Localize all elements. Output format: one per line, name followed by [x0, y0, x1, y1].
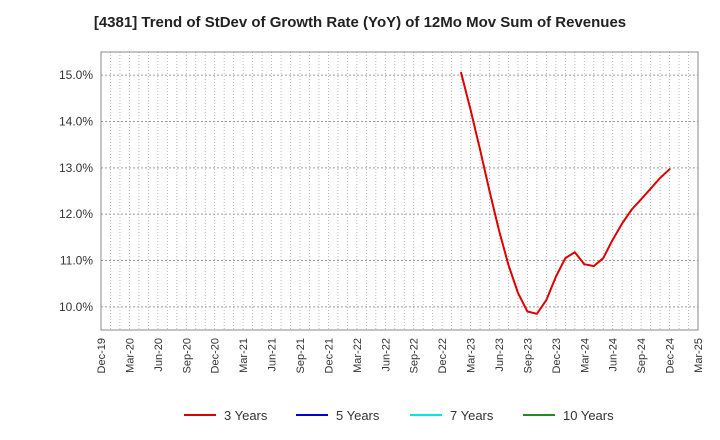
x-tick-label: Dec-21 — [323, 338, 335, 373]
x-tick-label: Dec-23 — [551, 338, 563, 373]
x-tick-label: Sep-22 — [409, 338, 421, 373]
x-tick-label: Sep-23 — [522, 338, 534, 373]
y-tick-label: 10.0% — [59, 300, 93, 314]
x-tick-label: Mar-20 — [124, 338, 136, 373]
x-tick-label: Sep-24 — [636, 338, 648, 373]
x-tick-label: Jun-22 — [380, 338, 392, 372]
x-tick-label: Jun-24 — [608, 338, 620, 372]
x-tick-label: Mar-23 — [466, 338, 478, 373]
legend-label: 10 Years — [563, 408, 614, 423]
legend-label: 3 Years — [224, 408, 268, 423]
x-tick-label: Sep-21 — [295, 338, 307, 373]
x-tick-label: Mar-21 — [238, 338, 250, 373]
x-tick-label: Dec-22 — [437, 338, 449, 373]
x-tick-label: Jun-21 — [267, 338, 279, 372]
y-tick-label: 14.0% — [59, 115, 93, 129]
x-tick-label: Jun-23 — [494, 338, 506, 372]
x-tick-label: Dec-19 — [96, 338, 108, 373]
y-tick-label: 12.0% — [59, 207, 93, 221]
x-tick-label: Jun-20 — [153, 338, 165, 372]
y-tick-label: 15.0% — [59, 68, 93, 82]
series-line — [460, 71, 671, 315]
series-lines — [460, 71, 671, 315]
x-axis-ticks: Dec-19 Mar-20 Jun-20 Sep-20 Dec-20 Mar-21 Jun-… — [96, 338, 705, 373]
legend-label: 7 Years — [450, 408, 494, 423]
plot-area-border — [100, 51, 699, 331]
x-tick-label: Mar-24 — [579, 338, 591, 373]
x-tick-label: Mar-22 — [352, 338, 364, 373]
x-tick-label: Dec-20 — [210, 338, 222, 373]
x-tick-label: Sep-20 — [181, 338, 193, 373]
plot-area-background — [101, 52, 698, 330]
y-axis-ticks: 10.0% 11.0% 12.0% 13.0% 14.0% 15.0% — [59, 68, 93, 314]
chart-title: [4381] Trend of StDev of Growth Rate (Yo… — [93, 14, 627, 31]
y-tick-label: 13.0% — [59, 161, 93, 175]
legend: 3 Years 5 Years 7 Years 10 Years — [184, 408, 614, 423]
y-tick-label: 11.0% — [60, 254, 93, 268]
x-tick-label: Mar-25 — [693, 338, 705, 373]
grid-lines — [101, 52, 698, 330]
x-tick-label: Dec-24 — [665, 338, 677, 373]
legend-label: 5 Years — [336, 408, 380, 423]
